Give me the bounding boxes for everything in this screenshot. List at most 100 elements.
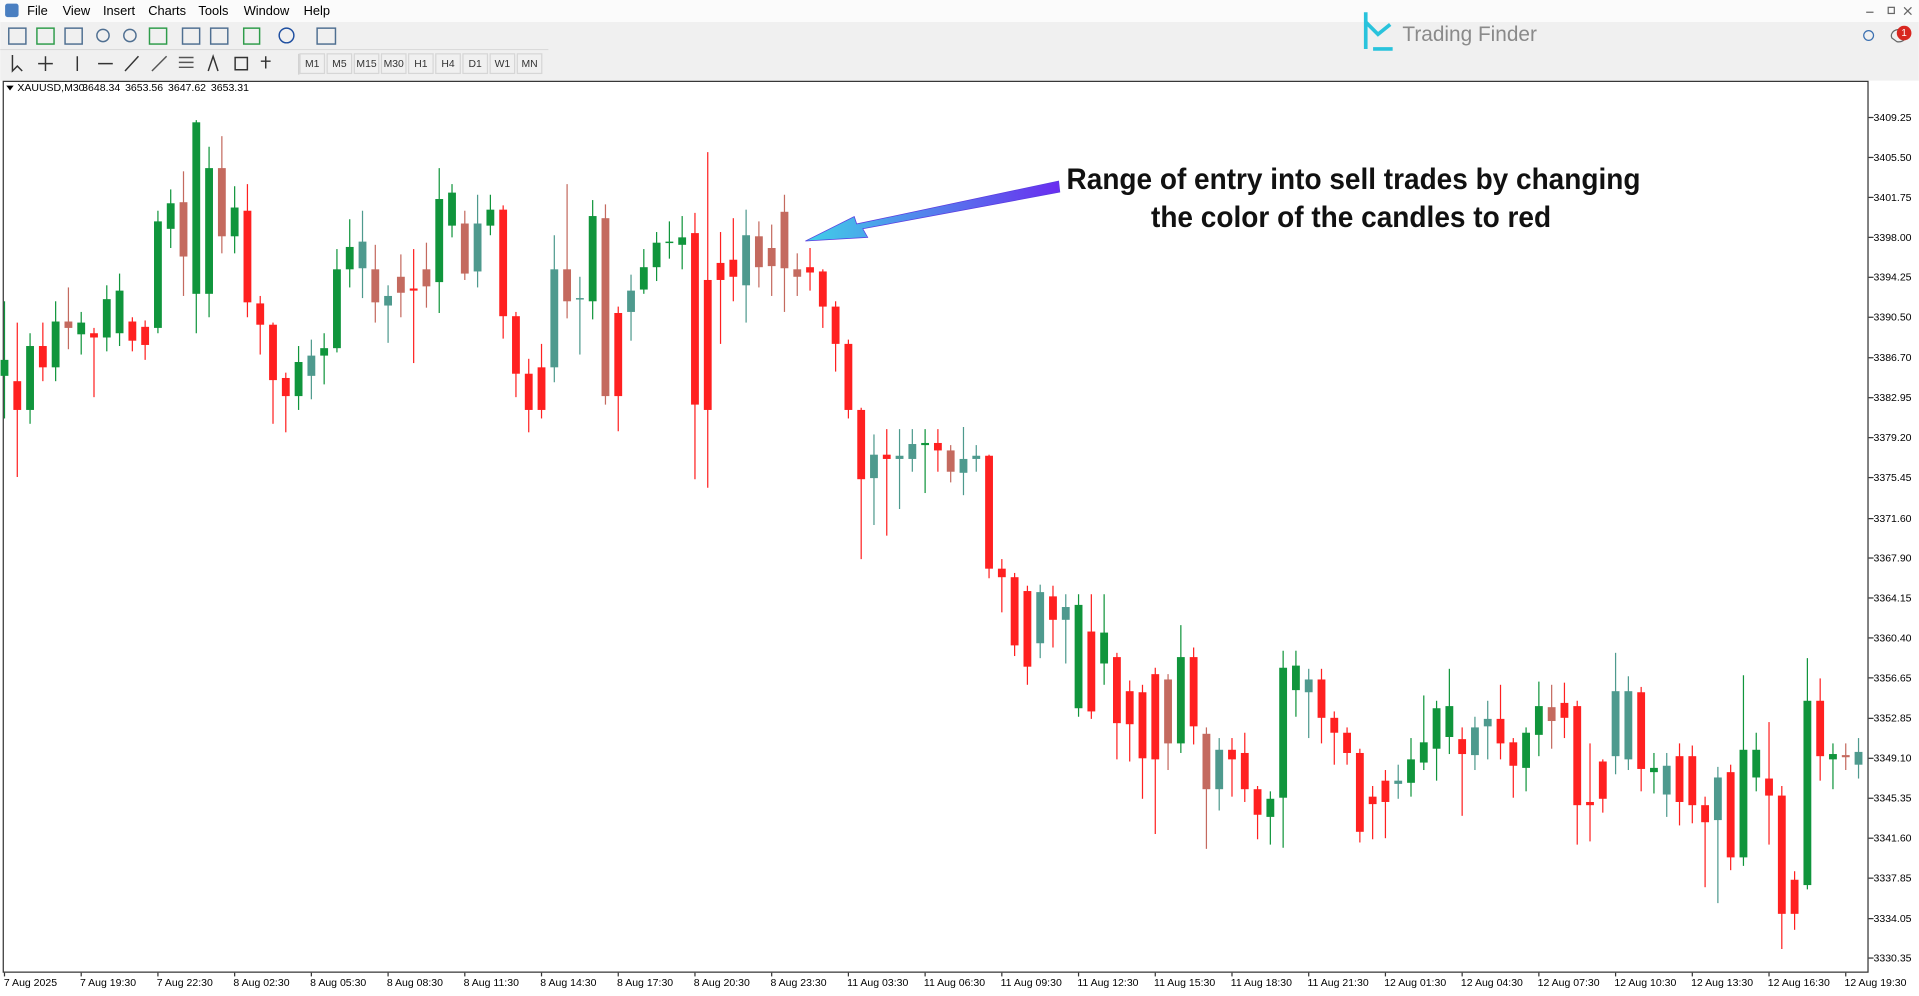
candle-body [102,299,111,338]
menu-item[interactable]: Window [244,3,290,18]
y-tick-label: 3379.20 [1874,432,1912,444]
tool-button[interactable] [148,27,168,45]
symbol: XAUUSD,M30 [17,82,84,94]
candle-body [0,359,9,376]
candle-body [1292,665,1300,691]
timeframe-label[interactable]: MN [521,59,537,70]
tool-button[interactable] [36,27,55,45]
candle-body [1547,707,1556,722]
search-button[interactable] [1863,29,1875,41]
text-tools[interactable] [207,53,271,72]
crosshair-tool[interactable] [38,56,53,71]
candle-body [780,211,789,269]
candle-body [870,454,878,479]
candle-body [358,241,367,269]
timeframe-label[interactable]: H4 [441,59,455,70]
menu-item[interactable]: Help [304,3,330,18]
timeframe-button[interactable] [516,53,543,75]
line-tools[interactable] [76,55,140,72]
timeframe-button[interactable] [435,53,461,75]
tool-button[interactable] [278,27,295,44]
candle-body [294,362,303,397]
candle-body [601,218,610,397]
y-tick-label: 3341.60 [1874,833,1912,845]
close-button[interactable] [1903,6,1912,16]
x-tick-label: 12 Aug 07:30 [1538,977,1600,989]
candle-body [1330,717,1339,733]
candle-body [1483,718,1492,727]
candle-body [1074,604,1083,709]
candle-body [396,276,405,293]
cursor-tool[interactable] [11,55,23,73]
tool-button[interactable] [316,27,337,45]
candle-body [1598,761,1607,799]
drawing-tools[interactable] [151,55,194,72]
candle-body [38,346,47,368]
candle-body [217,168,226,237]
x-tick-label: 11 Aug 18:30 [1231,977,1292,989]
candle-body [997,568,1006,578]
candle-body [1419,742,1428,763]
tool-button[interactable] [209,27,229,45]
candle-body [512,316,520,374]
y-tick-label: 3360.40 [1874,632,1912,644]
quote: 3648.34 3653.56 3647.62 3653.31 [82,82,249,94]
candle-body [1573,706,1582,806]
menu-item[interactable]: Insert [103,3,136,18]
tool-button[interactable] [181,27,201,45]
timeframe-button[interactable] [408,53,434,75]
y-tick-label: 3398.00 [1874,232,1912,244]
y-tick-label: 3345.35 [1874,793,1912,805]
timeframe-button[interactable] [462,53,489,75]
timeframe-button[interactable] [353,53,380,75]
candle-body [1394,780,1403,784]
timeframe-label[interactable]: M1 [305,59,320,70]
candle-body [652,242,661,268]
symbol-marker [6,85,14,91]
x-tick-label: 7 Aug 19:30 [80,977,136,989]
timeframe-button[interactable] [489,53,516,75]
timeframe-label[interactable]: M15 [356,59,376,70]
candle-body [1765,778,1773,796]
candle-body [575,298,584,300]
quote-value: 3648.34 [82,82,120,94]
timeframe-label[interactable]: D1 [469,59,483,70]
y-tick-label: 3334.05 [1874,913,1912,925]
timeframe-label[interactable]: M5 [332,59,347,70]
timeframe-button[interactable] [380,53,407,75]
x-tick-label: 11 Aug 21:30 [1307,977,1368,989]
menu-item[interactable]: View [63,3,91,18]
candle-body [729,259,738,277]
restore-button[interactable] [1887,6,1895,15]
timeframe-label[interactable]: M30 [384,59,404,70]
candle-body [1458,739,1467,755]
zoom-out[interactable] [123,28,137,43]
menu-item[interactable]: Charts [148,3,186,18]
candle-body [1202,733,1211,790]
timeframe-button[interactable] [326,53,353,75]
y-tick-label: 3405.50 [1874,152,1912,164]
candle-body [166,203,175,229]
x-tick-label: 8 Aug 11:30 [464,977,520,989]
tool-button[interactable] [242,27,261,45]
candle-body [64,321,73,328]
zoom-in[interactable] [96,28,110,43]
tool-button[interactable] [8,27,27,45]
tool-button[interactable] [64,27,83,45]
menu-item[interactable]: Tools [198,3,228,18]
candle-body [1381,780,1390,802]
candle-body [128,321,137,341]
notification-badge[interactable] [1896,25,1912,41]
candle-body [1854,751,1863,765]
timeframe-label[interactable]: W1 [495,59,511,70]
candle-body [767,248,776,267]
candle-body [691,233,699,405]
menu-item[interactable]: File [27,3,48,18]
timeframe-button[interactable] [299,53,326,75]
candle-body [281,377,290,397]
candle-body [806,267,814,273]
candle-body [333,269,341,349]
candle-body [946,450,955,472]
timeframe-label[interactable]: H1 [414,59,428,70]
